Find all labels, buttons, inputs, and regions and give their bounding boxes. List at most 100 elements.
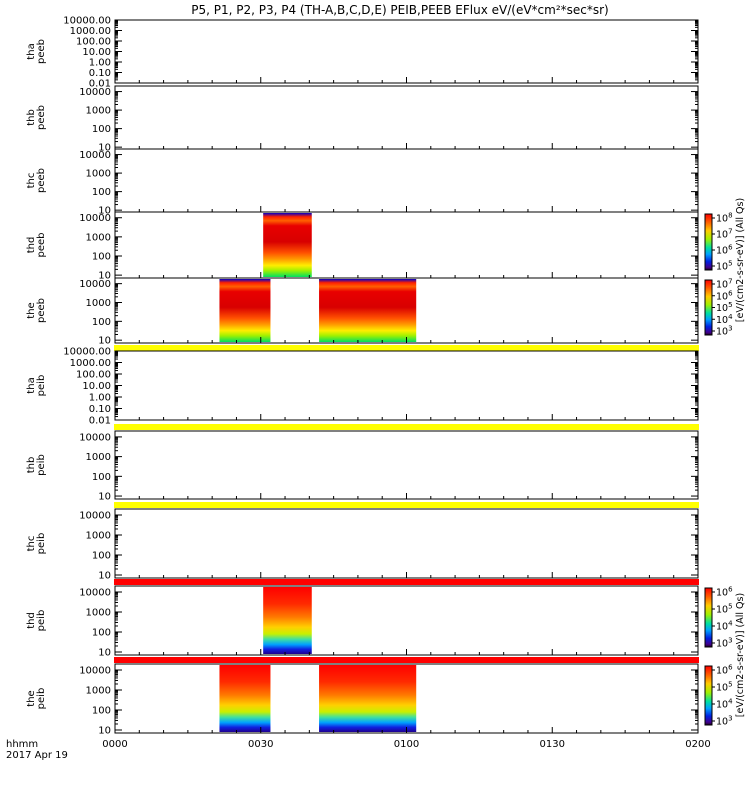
colorbar-label-peeb: [eV/(cm2-s-sr-eV)] (All Qs) (735, 198, 746, 322)
y-tick-label: 100 (92, 252, 111, 263)
panel-frame (114, 19, 699, 84)
y-tick-label: 10 (98, 336, 111, 347)
y-tick-label: 100.00 (76, 37, 111, 48)
colorbar-tick-label: 105 (716, 260, 733, 273)
spectrogram-block-1 (319, 279, 417, 342)
panel-thb-peib: 10000 1000 100 10 thbpeib (26, 430, 699, 503)
y-tick-label: 10 (98, 492, 111, 503)
y-tick-label: 10000 (79, 213, 111, 224)
y-tick-label: 0.01 (89, 416, 111, 427)
y-axis-label: thcpeeb (26, 168, 47, 193)
colorbar-tick-label: 103 (716, 715, 733, 728)
data-quality-flag-bar (114, 424, 699, 430)
colorbar (704, 587, 713, 648)
panel-frame (114, 508, 699, 579)
y-axis-label: thepeib (26, 688, 47, 710)
y-tick-label: 1000 (86, 232, 111, 243)
y-tick-label: 1000 (86, 686, 111, 697)
y-tick-label: 0.01 (89, 79, 111, 90)
colorbar-tick-label: 103 (716, 637, 733, 650)
y-tick-label: 10.00 (82, 47, 111, 58)
y-tick-label: 10 (98, 726, 111, 737)
data-quality-flag-bar (114, 345, 699, 351)
y-tick-label: 10 (98, 271, 111, 282)
spectrogram-block-0 (263, 213, 312, 277)
x-axis: 0000 0030 0100 0130 0200 (102, 739, 710, 750)
x-tick-label: 0030 (248, 739, 273, 750)
spectrogram-block-1 (319, 665, 417, 732)
x-tick-label: 0000 (102, 739, 127, 750)
y-tick-label: 100 (92, 706, 111, 717)
y-tick-label: 0.10 (89, 404, 111, 415)
colorbar-tick-label: 106 (716, 664, 733, 677)
panel-thc-peib: 10000 1000 100 10 thcpeib (26, 508, 699, 582)
panel-thb-peeb: 10000 1000 100 10 thbpeeb (26, 85, 699, 154)
y-tick-label: 100 (92, 628, 111, 639)
y-tick-label: 1000.00 (70, 358, 111, 369)
y-tick-label: 10000 (79, 432, 111, 443)
panel-frame (114, 350, 699, 421)
data-quality-flag-bar (114, 657, 699, 663)
y-tick-label: 100 (92, 472, 111, 483)
colorbar (704, 665, 713, 726)
colorbar-tick-label: 105 (716, 681, 733, 694)
spectrogram-block-0 (219, 665, 271, 732)
y-tick-label: 1000 (86, 169, 111, 180)
y-tick-label: 1000 (86, 608, 111, 619)
x-axis-label-date: 2017 Apr 19 (6, 750, 68, 761)
colorbar-tick-label: 106 (716, 586, 733, 599)
chart-title: P5, P1, P2, P3, P4 (TH-A,B,C,D,E) PEIB,P… (191, 3, 608, 17)
panel-frame (114, 211, 699, 279)
y-tick-label: 10000 (79, 150, 111, 161)
y-tick-label: 10000 (79, 588, 111, 599)
colorbar-tick-label: 106 (716, 244, 733, 257)
y-tick-label: 100 (92, 317, 111, 328)
y-tick-label: 1000 (86, 452, 111, 463)
y-axis-label: thbpeeb (26, 105, 47, 130)
y-tick-label: 100.00 (76, 370, 111, 381)
colorbar-tick-label: 107 (716, 228, 733, 241)
y-tick-label: 0.10 (89, 68, 111, 79)
x-axis-label-hhmm: hhmm (6, 739, 38, 750)
y-tick-label: 100 (92, 551, 111, 562)
y-tick-label: 10000 (79, 279, 111, 290)
y-axis-label: thapeeb (26, 39, 47, 64)
x-tick-label: 0100 (394, 739, 419, 750)
y-axis-label: thepeeb (26, 298, 47, 323)
y-tick-label: 100 (92, 187, 111, 198)
colorbar (704, 279, 713, 336)
panel-the-peib: 10000 1000 100 10 thepeib (26, 663, 699, 737)
y-tick-label: 10 (98, 648, 111, 659)
y-tick-label: 1000.00 (70, 26, 111, 37)
panel-the-peeb: 10000 1000 100 10 thepeeb (26, 277, 699, 347)
colorbar (704, 213, 713, 271)
y-tick-label: 1.00 (89, 393, 111, 404)
data-quality-flag-bar (114, 579, 699, 585)
panel-frame (114, 85, 699, 150)
x-tick-label: 0130 (540, 739, 565, 750)
colorbar-tick-label: 108 (716, 212, 733, 225)
x-tick-label: 0200 (685, 739, 710, 750)
y-tick-label: 10.00 (82, 381, 111, 392)
panel-thd-peib: 10000 1000 100 10 thdpeib (26, 585, 699, 659)
panel-thd-peeb: 10000 1000 100 10 thdpeeb (26, 211, 699, 282)
y-tick-label: 1.00 (89, 58, 111, 69)
y-tick-label: 10 (98, 571, 111, 582)
panel-frame (114, 585, 699, 656)
y-tick-label: 100 (92, 124, 111, 135)
y-tick-label: 1000 (86, 106, 111, 117)
colorbar-tick-label: 104 (716, 620, 733, 633)
y-axis-label: thdpeeb (26, 233, 47, 258)
colorbar-label-peib: [eV/(cm2-s-sr-eV)] (All Qs) (735, 593, 746, 717)
panels-group: 10000.001000.00100.0010.001.000.100.01th… (26, 16, 699, 737)
y-axis-label: thcpeib (26, 533, 47, 555)
data-quality-flag-bar (114, 502, 699, 508)
y-tick-label: 10000 (79, 87, 111, 98)
colorbar-tick-label: 104 (716, 698, 733, 711)
y-axis-label: thbpeib (26, 454, 47, 476)
spectrogram-block-0 (219, 279, 271, 342)
y-axis-label: thdpeib (26, 610, 47, 632)
